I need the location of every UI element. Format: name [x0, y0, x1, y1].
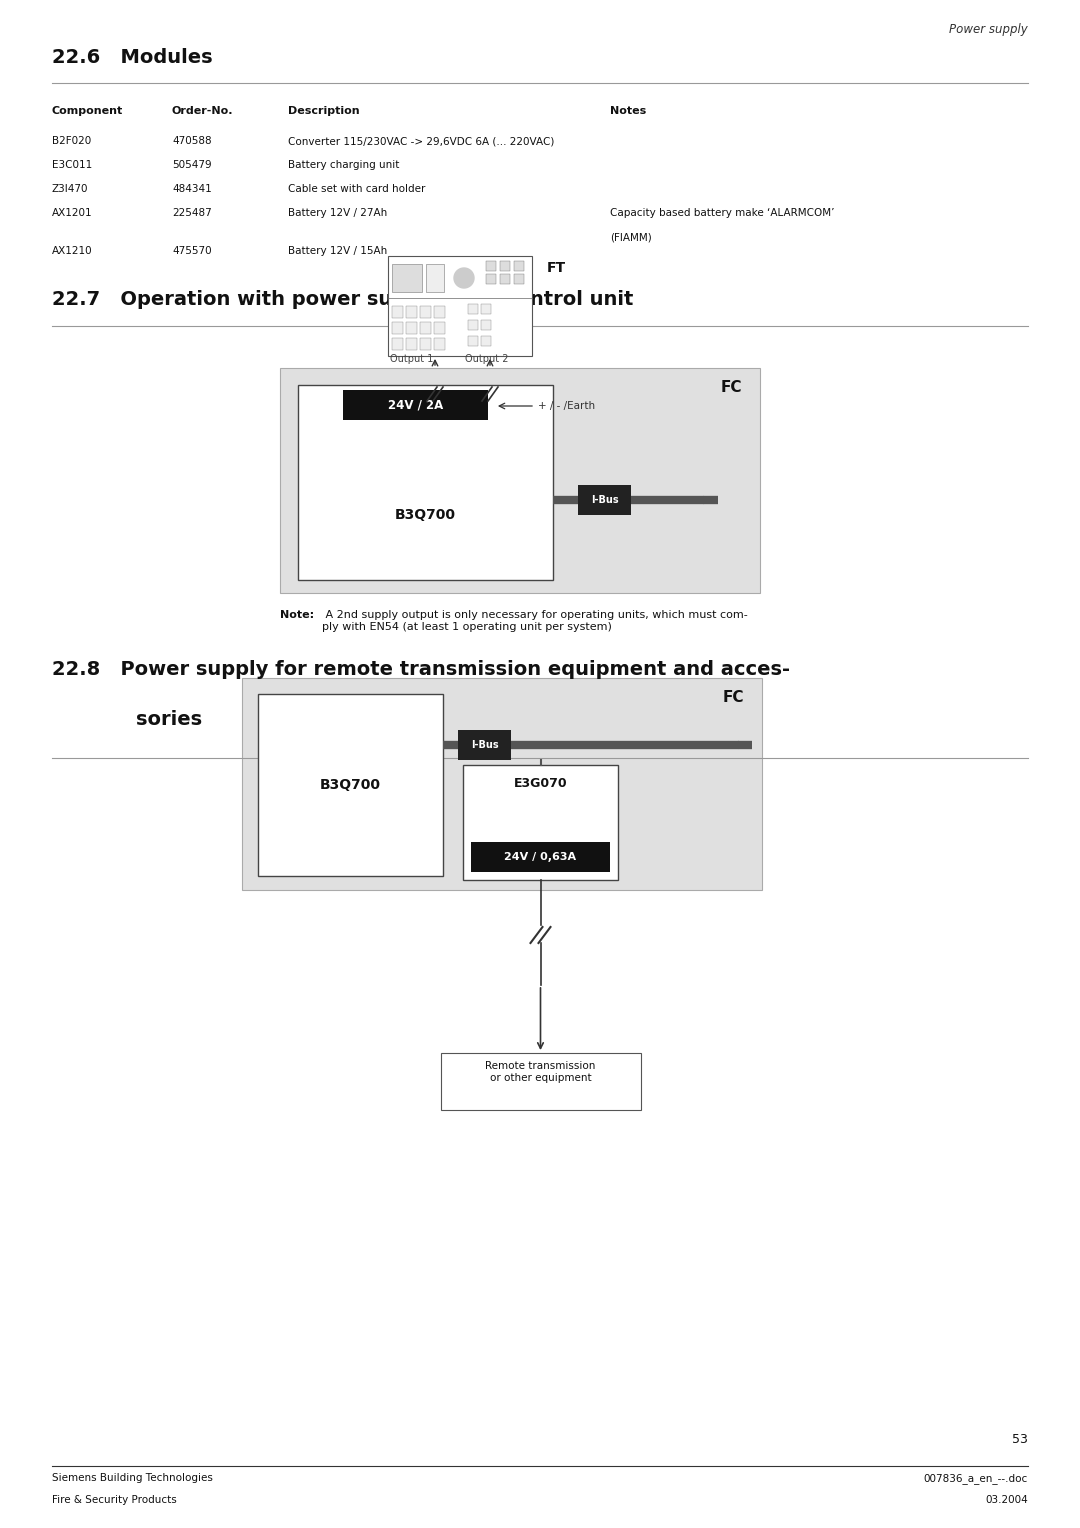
Text: E3G070: E3G070 — [514, 778, 567, 790]
Text: B3Q700: B3Q700 — [320, 778, 381, 792]
Bar — [434, 338, 445, 350]
Bar — [392, 264, 422, 292]
Bar — [420, 338, 431, 350]
Text: 22.7   Operation with power supply from control unit: 22.7 Operation with power supply from co… — [52, 290, 633, 309]
Bar — [468, 304, 478, 313]
Bar — [242, 678, 762, 889]
Text: AX1210: AX1210 — [52, 246, 93, 257]
Text: AX1201: AX1201 — [52, 208, 93, 219]
Bar — [578, 484, 631, 515]
Bar — [392, 306, 403, 318]
Text: 03.2004: 03.2004 — [985, 1494, 1028, 1505]
Text: B3Q700: B3Q700 — [395, 507, 456, 523]
Bar — [280, 368, 760, 593]
Bar — [298, 385, 553, 581]
Text: E3C011: E3C011 — [52, 160, 92, 170]
Text: Output 1: Output 1 — [390, 354, 433, 364]
Bar — [468, 319, 478, 330]
Text: Note:: Note: — [280, 610, 314, 620]
Text: 470588: 470588 — [172, 136, 212, 147]
Text: I-Bus: I-Bus — [591, 495, 619, 504]
Bar — [406, 322, 417, 335]
Text: Z3I470: Z3I470 — [52, 183, 89, 194]
Text: 53: 53 — [1012, 1433, 1028, 1445]
Bar — [441, 1053, 640, 1109]
Bar — [406, 338, 417, 350]
Bar — [514, 274, 524, 284]
Bar — [486, 261, 496, 270]
Bar — [434, 322, 445, 335]
Text: 24V / 0,63A: 24V / 0,63A — [504, 853, 577, 862]
Bar — [463, 766, 618, 880]
Bar — [486, 274, 496, 284]
Bar — [481, 336, 491, 345]
Text: Battery 12V / 15Ah: Battery 12V / 15Ah — [288, 246, 388, 257]
Text: Component: Component — [52, 105, 123, 116]
Bar — [481, 304, 491, 313]
Text: Power supply: Power supply — [949, 23, 1028, 37]
Text: FT: FT — [546, 261, 566, 275]
Bar — [392, 322, 403, 335]
Bar — [388, 257, 532, 356]
Text: 475570: 475570 — [172, 246, 212, 257]
Text: Fire & Security Products: Fire & Security Products — [52, 1494, 177, 1505]
Bar — [420, 306, 431, 318]
Text: B2F020: B2F020 — [52, 136, 91, 147]
Text: 007836_a_en_--.doc: 007836_a_en_--.doc — [923, 1473, 1028, 1484]
Text: Description: Description — [288, 105, 360, 116]
Text: FC: FC — [723, 691, 744, 704]
Text: Notes: Notes — [610, 105, 646, 116]
Bar — [426, 264, 444, 292]
Text: (FIAMM): (FIAMM) — [610, 232, 651, 241]
Text: Cable set with card holder: Cable set with card holder — [288, 183, 426, 194]
Bar — [481, 319, 491, 330]
Text: Battery 12V / 27Ah: Battery 12V / 27Ah — [288, 208, 388, 219]
Text: Order-No.: Order-No. — [172, 105, 233, 116]
Bar — [392, 338, 403, 350]
Bar — [258, 694, 443, 876]
Text: Siemens Building Technologies: Siemens Building Technologies — [52, 1473, 213, 1484]
Text: + / - /Earth: + / - /Earth — [538, 400, 595, 411]
Bar — [468, 336, 478, 345]
Text: Battery charging unit: Battery charging unit — [288, 160, 400, 170]
Text: 24V / 2A: 24V / 2A — [388, 399, 443, 411]
Bar — [406, 306, 417, 318]
Text: Converter 115/230VAC -> 29,6VDC 6A (... 220VAC): Converter 115/230VAC -> 29,6VDC 6A (... … — [288, 136, 554, 147]
Text: Remote transmission
or other equipment: Remote transmission or other equipment — [485, 1060, 596, 1083]
Bar — [500, 261, 510, 270]
Bar — [343, 390, 488, 420]
Bar — [471, 842, 610, 872]
Text: Output 2: Output 2 — [465, 354, 509, 364]
Text: I-Bus: I-Bus — [471, 740, 498, 750]
Text: 22.6   Modules: 22.6 Modules — [52, 47, 213, 67]
Text: FC: FC — [720, 380, 742, 396]
Text: 484341: 484341 — [172, 183, 212, 194]
Text: 505479: 505479 — [172, 160, 212, 170]
Circle shape — [454, 267, 474, 287]
Text: 22.8   Power supply for remote transmission equipment and acces-: 22.8 Power supply for remote transmissio… — [52, 660, 789, 678]
Text: 225487: 225487 — [172, 208, 212, 219]
Bar — [458, 730, 511, 761]
Bar — [434, 306, 445, 318]
Text: Capacity based battery make ‘ALARMCOM’: Capacity based battery make ‘ALARMCOM’ — [610, 208, 835, 219]
Text: sories: sories — [136, 711, 202, 729]
Bar — [514, 261, 524, 270]
Bar — [500, 274, 510, 284]
Bar — [420, 322, 431, 335]
Text: A 2nd supply output is only necessary for operating units, which must com-
ply w: A 2nd supply output is only necessary fo… — [322, 610, 747, 631]
